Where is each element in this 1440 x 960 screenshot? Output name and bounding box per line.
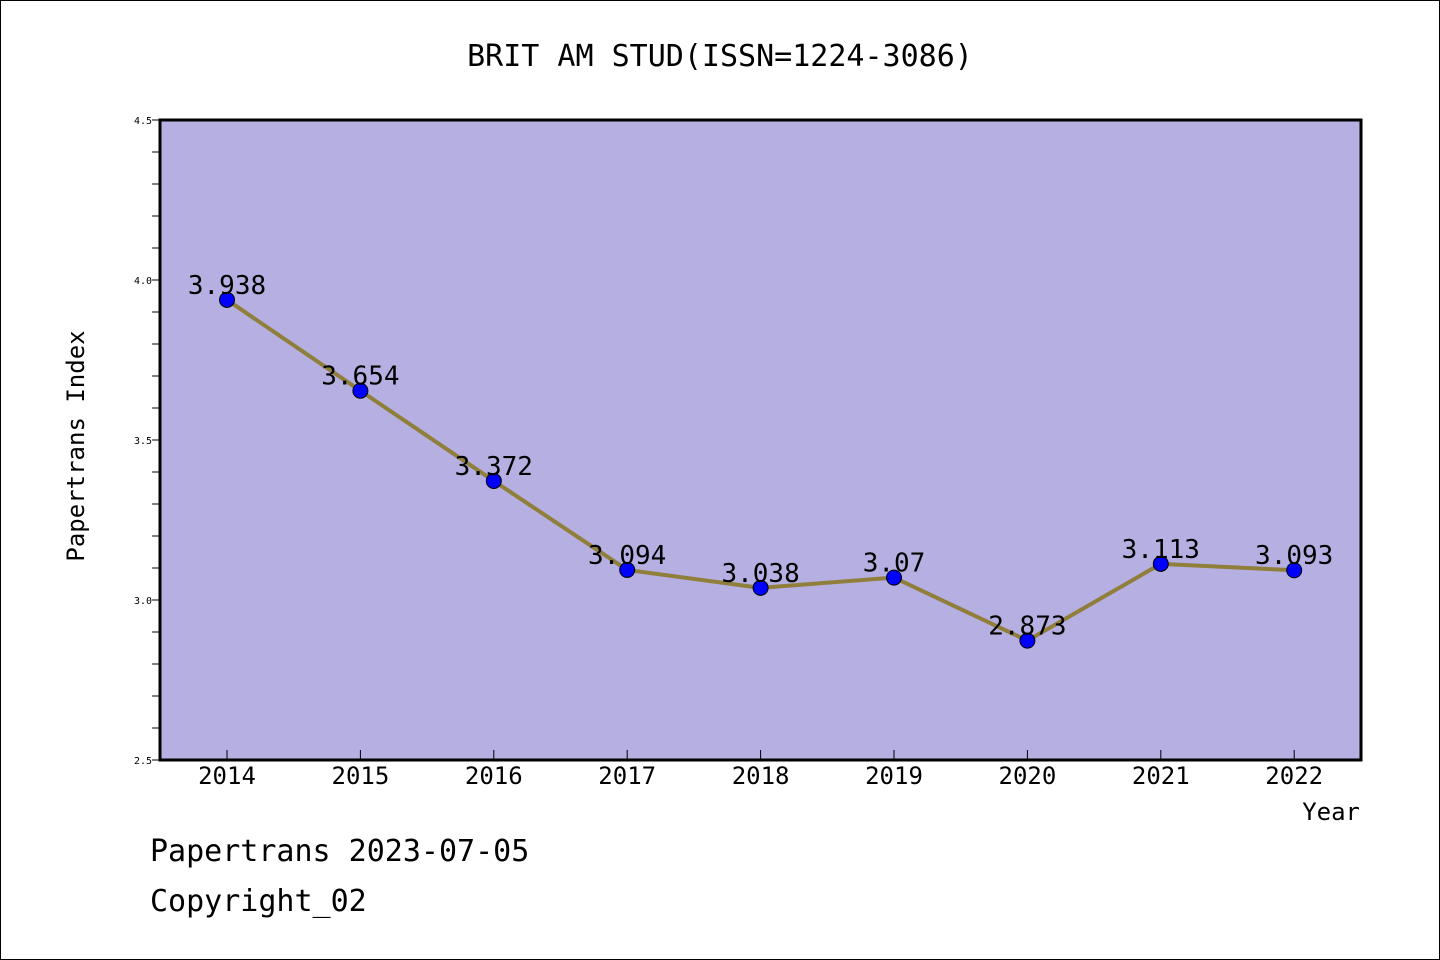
data-point [1019,632,1036,649]
y-tick-label: 4.5 [134,116,152,127]
x-tick-label: 2018 [732,762,790,790]
x-tick-label: 2022 [1265,762,1323,790]
data-label: 3.038 [721,559,799,589]
data-point [886,569,902,586]
x-tick-label: 2019 [865,762,923,790]
data-point [619,561,636,578]
data-point [1286,562,1303,579]
y-axis: 2.5 3.0 3.5 4.0 4.5 [134,116,160,767]
data-label: 3.093 [1255,541,1333,571]
plot-area [158,118,1363,762]
data-markers [219,291,1303,649]
x-tick-label: 2015 [332,762,390,790]
data-label: 2.873 [988,612,1066,642]
data-point [485,472,502,489]
x-axis: 2014 2015 2016 2017 2018 2019 2020 2021 2022 [198,750,1323,790]
data-label: 3.113 [1122,535,1200,565]
x-tick-label: 2017 [598,762,656,790]
data-labels: 3.938 3.654 3.372 3.094 3.038 3.07 2.873 3.113 3… [188,271,1333,642]
y-tick-label: 3.0 [134,596,152,607]
data-label: 3.372 [455,452,533,482]
chart-title: BRIT AM STUD(ISSN=1224-3086) [467,39,973,74]
data-label: 3.07 [863,549,926,579]
data-point [219,291,235,308]
y-tick-label: 3.5 [134,436,152,447]
data-label: 3.938 [188,271,266,301]
data-point [352,382,369,399]
y-tick-label: 4.0 [134,276,152,287]
data-point [752,579,769,596]
x-tick-label: 2020 [999,762,1057,790]
x-tick-label: 2016 [465,762,523,790]
y-tick-label: 2.5 [134,756,152,767]
footer-copyright: Copyright_02 [150,884,367,919]
x-axis-label: Year [1302,798,1360,826]
x-tick-label: 2014 [198,762,256,790]
data-point [1152,555,1169,572]
y-axis-label: Papertrans Index [62,330,90,561]
data-label: 3.094 [588,541,666,571]
data-label: 3.654 [321,362,399,392]
x-tick-label: 2021 [1132,762,1190,790]
footer-date: Papertrans 2023-07-05 [150,834,530,869]
